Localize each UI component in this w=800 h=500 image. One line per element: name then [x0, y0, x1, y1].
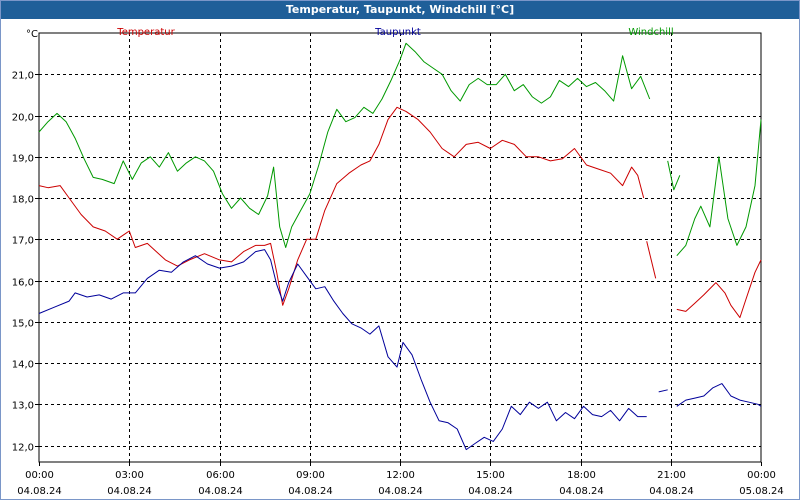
- legend: Temperatur Taupunkt Windchill: [116, 27, 673, 38]
- chart-plot: °C 12,0 13,0 14,0 15,0 16,0 17,0 18,0 19,0 20,0 21…: [12, 27, 784, 497]
- x-tick-time-label: 18:00: [567, 470, 596, 481]
- y-tick-label: 16,0: [12, 278, 34, 289]
- y-tick-label: 13,0: [12, 401, 34, 412]
- x-tick-time-label: 00:00: [25, 470, 54, 481]
- x-tick-time-label: 03:00: [115, 470, 144, 481]
- legend-temperatur: Temperatur: [116, 27, 175, 38]
- series-line-taupunkt: [38, 249, 647, 451]
- x-tick-date-label: 04.08.24: [468, 486, 513, 497]
- x-tick-date-label: 04.08.24: [288, 486, 333, 497]
- series-line-taupunkt: [676, 383, 762, 407]
- y-tick-label: 20,0: [12, 113, 34, 124]
- x-tick-date-label: 04.08.24: [107, 486, 152, 497]
- x-tick-time-label: 06:00: [206, 470, 235, 481]
- x-tick-time-label: 15:00: [476, 470, 505, 481]
- y-tick-label: 15,0: [12, 319, 34, 330]
- series-line-taupunkt: [658, 389, 668, 393]
- series-group: [38, 42, 762, 451]
- y-axis-unit-label: °C: [26, 29, 38, 40]
- y-tick-label: 14,0: [12, 360, 34, 371]
- grid: [39, 33, 761, 462]
- x-tick-time-label: 12:00: [386, 470, 415, 481]
- x-tick-date-label: 04.08.24: [649, 486, 694, 497]
- x-tick-date-label: 04.08.24: [559, 486, 604, 497]
- series-line-temperatur: [676, 259, 762, 319]
- x-tick-time-label: 00:00: [747, 470, 776, 481]
- y-tick-label: 21,0: [12, 71, 34, 82]
- x-axis: 00:00 04.08.24 03:00 04.08.24 06:00 04.08.24 0…: [17, 462, 784, 497]
- legend-windchill: Windchill: [628, 27, 673, 38]
- x-tick-time-label: 09:00: [296, 470, 325, 481]
- series-line-windchill: [38, 42, 651, 248]
- y-axis: °C 12,0 13,0 14,0 15,0 16,0 17,0 18,0 19,0 20,0 21…: [12, 29, 39, 454]
- series-line-windchill: [676, 119, 762, 257]
- x-tick-date-label: 04.08.24: [198, 486, 243, 497]
- x-tick-date-label: 05.08.24: [739, 486, 784, 497]
- y-tick-label: 19,0: [12, 154, 34, 165]
- series-line-windchill: [667, 160, 681, 191]
- y-tick-label: 12,0: [12, 443, 34, 454]
- chart-title: Temperatur, Taupunkt, Windchill [°C]: [1, 1, 799, 19]
- legend-taupunkt: Taupunkt: [374, 27, 421, 38]
- x-tick-date-label: 04.08.24: [378, 486, 423, 497]
- series-line-temperatur: [38, 106, 645, 306]
- y-tick-label: 17,0: [12, 236, 34, 247]
- x-tick-time-label: 21:00: [657, 470, 686, 481]
- plot-area: [38, 32, 762, 463]
- plot-border: [38, 32, 762, 463]
- series-line-temperatur: [646, 241, 657, 279]
- y-tick-label: 18,0: [12, 195, 34, 206]
- x-tick-date-label: 04.08.24: [17, 486, 62, 497]
